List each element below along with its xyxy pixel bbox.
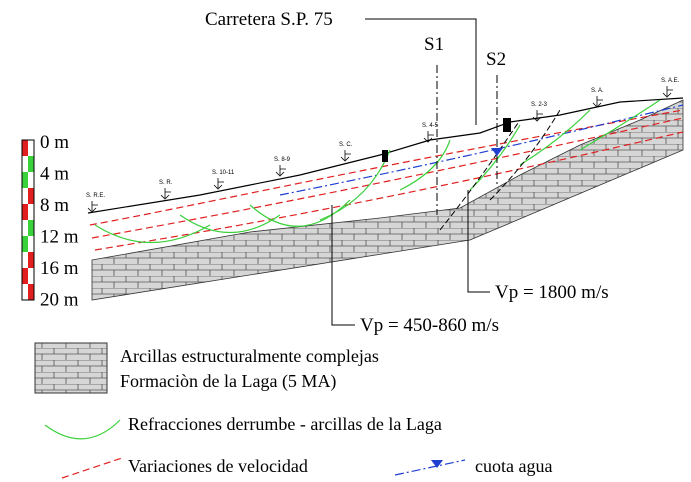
scale-segment — [28, 204, 34, 220]
scale-segment — [22, 268, 28, 284]
legend-text: Refracciones derrumbe - arcillas de la L… — [128, 414, 442, 434]
station-label: S. C. — [339, 142, 353, 148]
leader-line — [365, 19, 476, 125]
scale-segment — [28, 188, 34, 204]
station-label: S. 10-11 — [212, 170, 235, 176]
scale-segment — [28, 156, 34, 172]
legend-text: Formaciòn de la Laga (5 MA) — [120, 371, 336, 392]
station-label: S. 8-9 — [274, 157, 291, 163]
scale-label: 12 m — [40, 227, 79, 248]
scale-label: 16 m — [40, 258, 79, 279]
scale-label: 8 m — [40, 195, 69, 216]
station-marker — [88, 201, 98, 212]
scale-segment — [22, 252, 28, 268]
scale-segment — [22, 140, 28, 156]
legend-text: Variaciones de velocidad — [128, 456, 308, 476]
station-marker — [341, 150, 351, 161]
scale-segment — [28, 284, 34, 300]
cross-section: Carretera S.P. 75 S1 S2 Vp = 1800 m/s Vp… — [0, 0, 691, 482]
station-marker — [161, 188, 171, 199]
scale-segment — [28, 252, 34, 268]
legend-line — [62, 458, 122, 478]
station-label: S. R.E. — [86, 193, 105, 199]
legend-arc — [45, 420, 120, 439]
scale-segment — [28, 140, 34, 156]
scale-segment — [22, 172, 28, 188]
scale-segment — [28, 268, 34, 284]
station-marker — [593, 96, 603, 107]
legend-text: cuota agua — [475, 456, 552, 476]
station-label: S. A. — [591, 88, 604, 94]
velocity-label: Vp = 450-860 m/s — [360, 315, 499, 336]
borehole-label: S1 — [424, 34, 444, 55]
station-marker — [214, 178, 224, 189]
station-label: S. R. — [159, 180, 173, 186]
scale-segment — [22, 284, 28, 300]
legend-rock — [35, 343, 107, 393]
station-marker — [663, 86, 673, 97]
scale-label: 0 m — [40, 132, 69, 153]
scale-segment — [28, 220, 34, 236]
scale-segment — [28, 236, 34, 252]
scale-segment — [22, 156, 28, 172]
legend-line — [395, 460, 465, 475]
scale-label: 4 m — [40, 164, 69, 185]
road-block — [382, 150, 388, 162]
scale-label: 20 m — [40, 290, 79, 311]
scale-segment — [22, 220, 28, 236]
scale-segment — [28, 172, 34, 188]
bedrock — [92, 100, 683, 300]
scale-bar: 0 m 4 m 8 m 12 m 16 m 20 m — [22, 132, 79, 311]
station-marker — [533, 110, 543, 121]
borehole-label: S2 — [486, 49, 506, 70]
station-label: S. 2-3 — [531, 102, 548, 108]
scale-segment — [22, 188, 28, 204]
station-marker — [276, 165, 286, 176]
scale-segment — [22, 236, 28, 252]
road-label: Carretera S.P. 75 — [205, 9, 333, 30]
scale-segment — [22, 204, 28, 220]
station-label: S. 4-5 — [422, 123, 439, 129]
velocity-label: Vp = 1800 m/s — [495, 282, 609, 303]
road-block — [503, 118, 511, 132]
legend-text: Arcillas estructuralmente complejas — [120, 346, 379, 366]
station-label: S. A.E. — [661, 78, 680, 84]
